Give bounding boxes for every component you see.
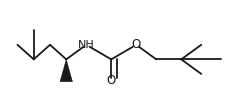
- Text: NH: NH: [78, 40, 94, 50]
- Polygon shape: [60, 59, 72, 82]
- Text: O: O: [106, 74, 116, 87]
- Text: O: O: [132, 38, 141, 51]
